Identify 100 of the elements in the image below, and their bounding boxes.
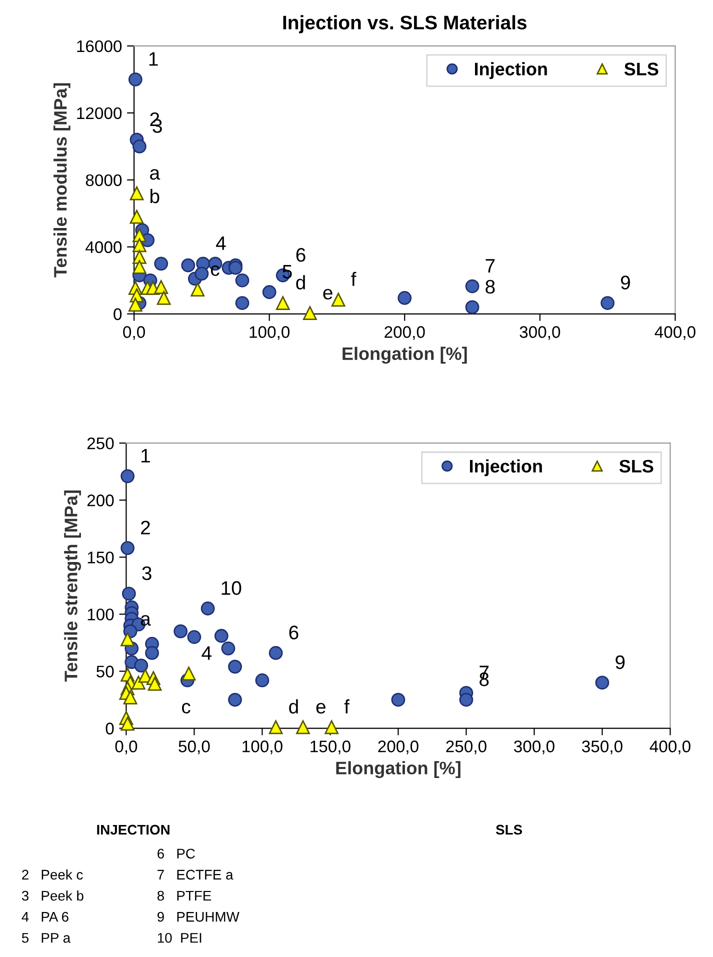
text: 6 PC [158,848,195,859]
y-tick-label: 0 [106,722,114,734]
annotation: 4 [216,236,226,250]
y-tick-label: 0 [114,308,122,320]
x-tick-label: 400,0 [650,740,690,754]
point [128,298,142,312]
y-tick-label: 150 [88,552,114,564]
point [148,676,162,691]
annotation: f [351,272,356,286]
point [194,266,209,281]
annotation: 7 [486,259,495,273]
x-tick-label: 0,0 [123,326,145,340]
x-tick-label: 350,0 [582,740,622,754]
x-tick-label: 300,0 [520,326,560,340]
point [120,716,135,731]
annotation: 6 [296,248,306,262]
point [255,673,270,688]
annotation: 9 [616,655,625,670]
text: SLS [496,824,522,835]
point [132,238,146,252]
point [132,260,146,274]
point [465,300,480,314]
point [200,602,215,616]
point [122,586,136,601]
x-tick-label: 250,0 [446,740,486,754]
annotation: 4 [202,646,212,660]
point [331,292,346,307]
annotation: 9 [620,276,630,290]
point [145,646,159,660]
point [123,690,138,704]
point [132,250,146,264]
point [235,273,250,288]
chart-title: Injection vs. SLS Materials [283,15,526,34]
point [465,279,480,294]
point [120,469,135,484]
x-axis-title: Elongation [%] [342,346,467,364]
text: 2 Peek c [22,869,83,880]
point [268,720,283,734]
y-tick-label: 100 [88,608,114,620]
annotation: e [323,288,332,300]
point [182,666,196,680]
y-tick-label: 250 [87,437,114,450]
annotation: 10 [222,581,242,595]
point [154,280,168,294]
point [459,692,474,707]
point [131,676,146,690]
point [228,692,242,707]
y-tick-label: 16000 [77,40,122,52]
point [156,291,171,305]
point [228,260,242,275]
point [228,660,242,674]
point [268,646,283,660]
text: INJECTION [97,824,170,835]
point [296,720,310,734]
point [595,676,610,690]
x-tick-label: 300,0 [514,740,554,754]
text: 3 Peek b [22,890,84,901]
annotation: 2 [141,520,150,534]
point [187,630,202,644]
point [132,139,146,154]
y-axis-title: Tensile strength [MPa] [64,490,82,682]
point [120,632,135,646]
legend-label: SLS [624,62,658,76]
point [130,210,144,224]
point [181,258,196,272]
point [120,541,135,555]
annotation: b [150,188,160,204]
point [154,256,168,271]
x-tick-label: 400,0 [654,326,696,340]
point [235,296,250,310]
annotation: 8 [486,280,495,294]
annotation: d [289,699,298,714]
y-axis-title: Tensile modulus [MPa] [54,83,70,278]
annotation: 6 [289,626,298,640]
y-tick-label: 4000 [86,241,122,254]
annotation: 1 [142,449,150,462]
annotation: d [296,275,305,290]
point [262,285,276,300]
point [190,282,205,297]
text: 4 PA 6 [22,912,68,922]
text: 10 PEI [158,932,202,943]
point [302,306,317,320]
x-tick-label: 200,0 [378,740,418,754]
y-tick-label: 12000 [77,107,122,120]
point [324,720,339,734]
text: 7 ECTFE a [158,870,234,880]
point [221,641,236,656]
point [391,692,406,707]
legend-label: SLS [619,460,654,473]
text: 8 PTFE [157,890,212,901]
annotation: e [316,702,326,714]
x-tick-label: 0,0 [115,740,138,754]
legend-label: Injection [470,459,542,476]
point [276,296,290,310]
legend-label: Injection [474,62,547,80]
point [130,186,144,200]
point [600,296,615,310]
point [174,624,188,638]
x-tick-label: 100,0 [250,326,290,340]
x-tick-label: 200,0 [384,326,425,340]
